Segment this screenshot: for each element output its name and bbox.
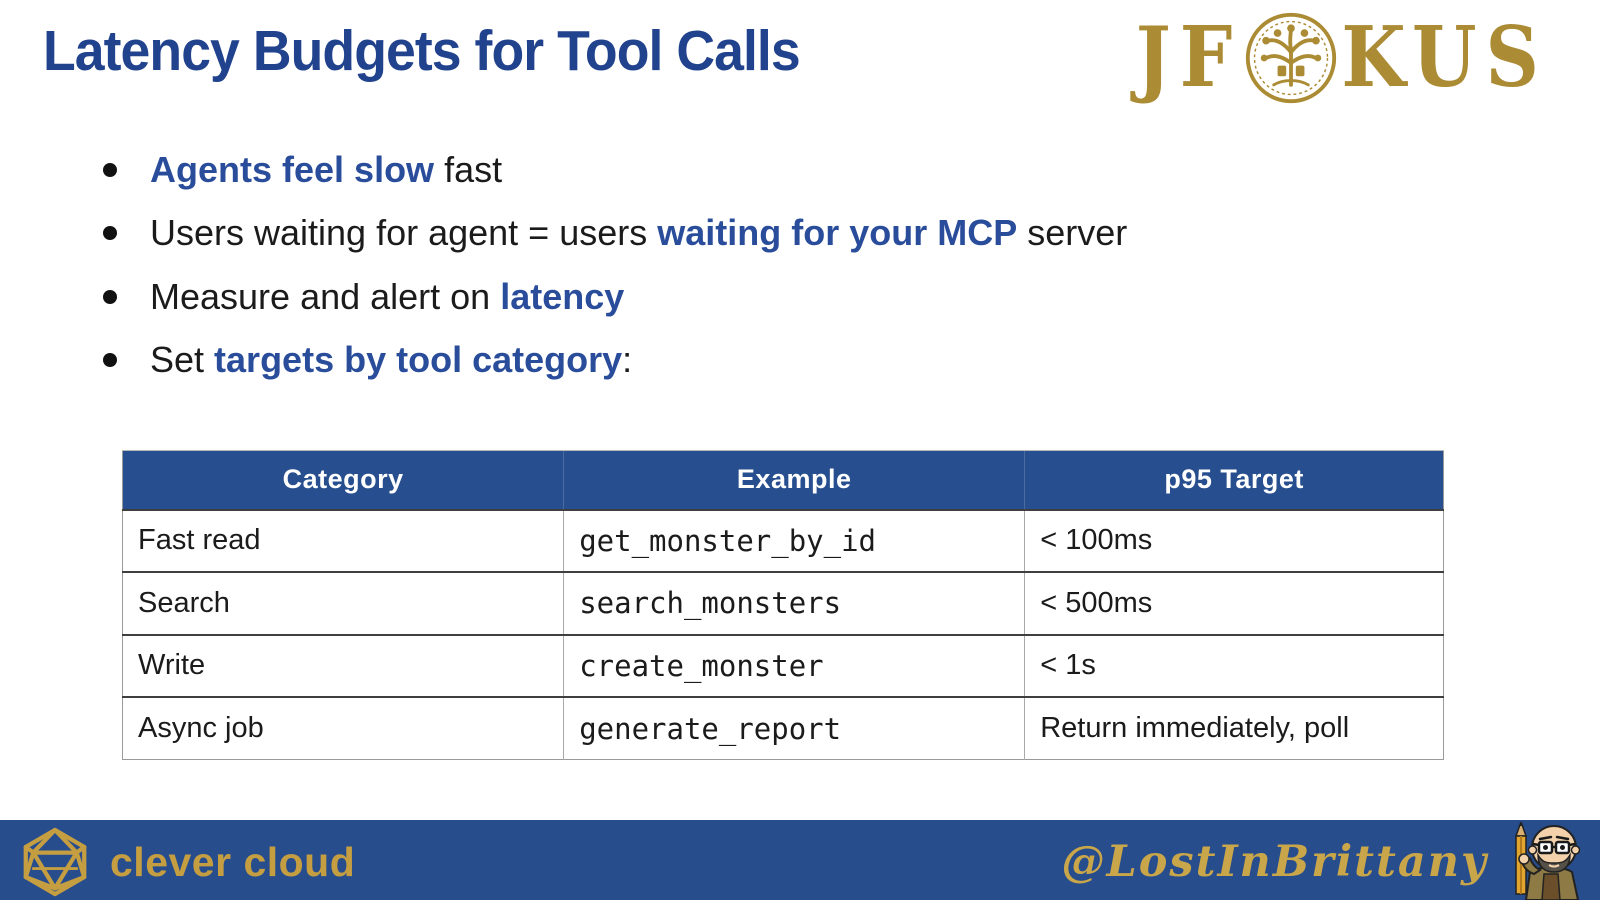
bullet-marker-icon bbox=[103, 162, 117, 177]
cell-category: Async job bbox=[121, 696, 564, 760]
bullet-text-post: server bbox=[1017, 212, 1128, 254]
table-row: Fast read get_monster_by_id < 100ms bbox=[121, 508, 1444, 572]
bullet-item: Users waiting for agent = users waiting … bbox=[103, 202, 1127, 266]
bullet-marker-icon bbox=[103, 289, 117, 304]
jfokus-logo-left-text: JF bbox=[1135, 9, 1242, 106]
bullet-text-strong: targets by tool category bbox=[214, 339, 623, 381]
bullet-item: Measure and alert on latency bbox=[103, 265, 1127, 329]
cell-target: < 1s bbox=[1024, 633, 1444, 697]
table-header-example: Example bbox=[563, 450, 1025, 510]
table-header-row: Category Example p95 Target bbox=[121, 450, 1444, 510]
page-title: Latency Budgets for Tool Calls bbox=[43, 19, 801, 83]
cell-example: get_monster_by_id bbox=[563, 508, 1025, 572]
table-row: Async job generate_report Return immedia… bbox=[121, 696, 1444, 760]
table-row: Write create_monster < 1s bbox=[121, 633, 1444, 697]
cell-category: Search bbox=[121, 571, 564, 635]
latency-table: Category Example p95 Target Fast read ge… bbox=[121, 450, 1444, 760]
clever-cloud-icon bbox=[23, 827, 87, 897]
jfokus-tree-icon bbox=[1246, 12, 1337, 104]
cell-example: search_monsters bbox=[563, 571, 1025, 635]
bullet-text-post: : bbox=[622, 339, 633, 381]
author-handle: @LostInBrittany bbox=[1061, 837, 1488, 887]
bullet-text-strong: Agents feel slow bbox=[150, 148, 435, 190]
bullet-text-pre: Set bbox=[150, 339, 215, 381]
table-row: Search search_monsters < 500ms bbox=[121, 571, 1444, 635]
bullet-text-pre: Users waiting for agent = users bbox=[150, 212, 658, 254]
clever-cloud-label: clever cloud bbox=[110, 839, 356, 885]
bullet-text-post: fast bbox=[434, 148, 503, 190]
bullet-text-pre: Measure and alert on bbox=[150, 275, 501, 317]
table-header-target: p95 Target bbox=[1024, 450, 1444, 510]
cell-category: Fast read bbox=[121, 508, 564, 572]
bullet-marker-icon bbox=[103, 226, 117, 241]
bullet-marker-icon bbox=[103, 353, 117, 368]
clever-cloud-logo: clever cloud bbox=[22, 823, 355, 901]
footer-bar: clever cloud @LostInBrittany bbox=[0, 820, 1600, 900]
bullet-item: Set targets by tool category: bbox=[103, 329, 1127, 393]
bullet-text-strong: waiting for your MCP bbox=[657, 212, 1018, 254]
jfokus-logo-right-text: KUS bbox=[1341, 9, 1548, 106]
cell-example: generate_report bbox=[563, 696, 1025, 760]
jfokus-logo: JF KUS bbox=[1136, 9, 1548, 106]
cell-target: < 100ms bbox=[1024, 508, 1444, 572]
bullet-list: Agents feel slow fast Users waiting for … bbox=[103, 138, 1127, 392]
cell-target: Return immediately, poll bbox=[1024, 696, 1444, 760]
author-avatar bbox=[1514, 822, 1581, 900]
bullet-item: Agents feel slow fast bbox=[103, 138, 1127, 202]
cell-category: Write bbox=[121, 633, 564, 697]
table-header-category: Category bbox=[121, 450, 564, 510]
bullet-text-strong: latency bbox=[500, 275, 625, 317]
cell-example: create_monster bbox=[563, 633, 1025, 697]
cell-target: < 500ms bbox=[1024, 571, 1444, 635]
